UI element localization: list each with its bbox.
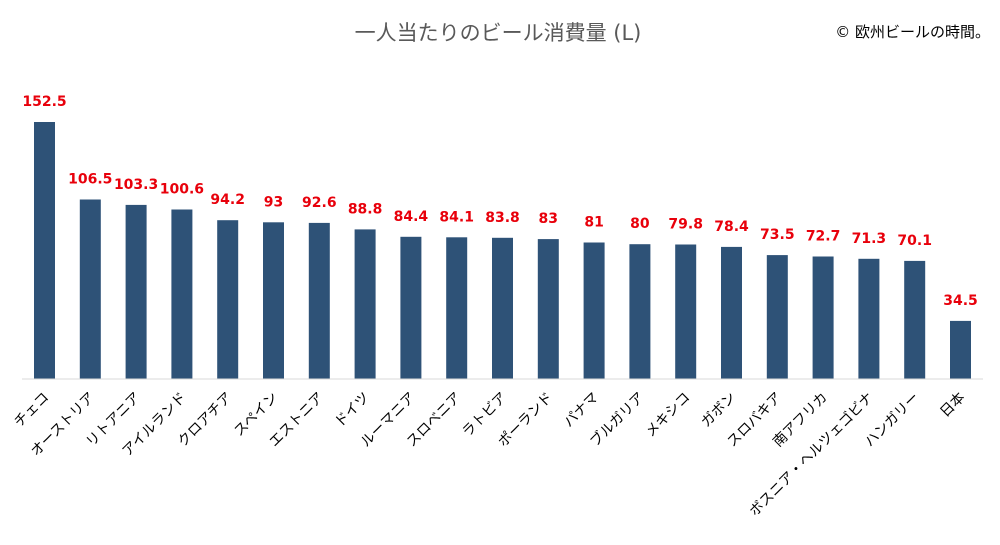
value-label-18: 71.3 (852, 231, 887, 247)
value-label-6: 92.6 (302, 195, 337, 211)
bars-group (34, 122, 971, 379)
category-label-7: ドイツ (332, 390, 373, 431)
category-label-14: メキシコ (643, 390, 694, 441)
value-label-14: 79.8 (668, 217, 703, 233)
value-label-8: 84.4 (394, 209, 429, 225)
value-label-1: 106.5 (68, 172, 112, 188)
bar-14 (675, 244, 697, 379)
bar-7 (354, 229, 376, 379)
category-label-12: パナマ (561, 390, 602, 431)
bar-19 (904, 260, 926, 379)
category-label-20: 日本 (937, 390, 968, 421)
category-label-15: ガボン (698, 390, 739, 431)
bar-13 (629, 244, 651, 379)
value-label-2: 103.3 (114, 177, 158, 193)
bar-11 (537, 239, 559, 379)
chart-title: 一人当たりのビール消費量 (L) (355, 21, 642, 45)
bar-15 (721, 246, 742, 379)
bar-3 (171, 209, 193, 379)
bar-12 (583, 242, 605, 379)
value-label-16: 73.5 (760, 227, 795, 243)
value-label-20: 34.5 (943, 293, 978, 309)
bar-10 (492, 237, 513, 379)
value-label-17: 72.7 (806, 229, 841, 245)
bar-0 (34, 122, 55, 379)
value-label-7: 88.8 (348, 201, 383, 217)
bar-9 (446, 237, 468, 379)
value-label-10: 83.8 (485, 210, 520, 226)
value-label-3: 100.6 (160, 182, 204, 198)
value-label-9: 84.1 (439, 209, 474, 225)
value-labels-group: 152.5 106.5 103.3 100.6 94.2 93 92.6 88.8 84.4 84… (22, 94, 977, 309)
value-label-5: 93 (264, 194, 283, 210)
bar-5 (263, 222, 284, 379)
bar-18 (858, 258, 880, 379)
bar-2 (125, 204, 147, 379)
value-label-12: 81 (584, 215, 603, 231)
bar-8 (400, 236, 422, 379)
bar-6 (308, 222, 330, 379)
bar-17 (812, 256, 834, 379)
value-label-4: 94.2 (210, 192, 245, 208)
category-label-0: チェコ (11, 390, 52, 431)
value-label-11: 83 (539, 211, 558, 227)
value-label-19: 70.1 (897, 233, 932, 249)
bar-4 (217, 220, 239, 379)
bar-20 (950, 320, 971, 379)
bar-16 (766, 255, 788, 379)
value-label-13: 80 (630, 216, 650, 232)
value-label-0: 152.5 (22, 94, 66, 110)
copyright-credit: © 欧州ビールの時間。 (835, 23, 990, 41)
value-label-15: 78.4 (714, 219, 749, 235)
bar-1 (79, 199, 101, 379)
